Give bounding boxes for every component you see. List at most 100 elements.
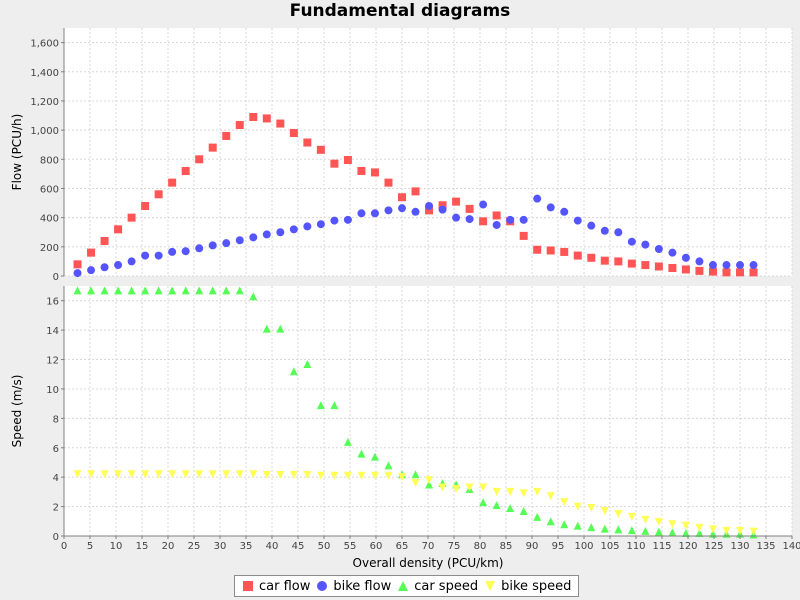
bike-speed-point: [222, 470, 231, 479]
car-speed-point: [235, 286, 244, 295]
car-flow-point: [695, 266, 704, 275]
bike-flow-point: [208, 241, 217, 250]
car-speed-point: [681, 529, 690, 538]
car-flow-point: [127, 213, 136, 222]
y-tick-label: 1,600: [30, 39, 59, 50]
car-flow-point: [519, 231, 528, 240]
x-tick-label: 20: [162, 541, 175, 552]
legend-item-bike-flow: bike flow: [316, 579, 391, 594]
plot-panel-2: 0 2 4 6 8 10 12 14 16 Speed (m/s): [10, 286, 793, 543]
bike-flow-point: [438, 205, 447, 214]
legend-label: bike speed: [501, 578, 572, 594]
bike-flow-point: [533, 194, 542, 203]
x-tick-label: 105: [600, 541, 619, 552]
bike-speed-point: [479, 483, 488, 492]
y-tick-label: 800: [40, 155, 59, 166]
bike-speed-point: [249, 470, 258, 479]
car-flow-point: [73, 260, 82, 269]
car-flow-point: [100, 236, 109, 245]
bike-flow-point: [546, 203, 555, 212]
bike-flow-point: [222, 239, 231, 248]
bike-speed-point: [546, 492, 555, 501]
bike-flow-point: [370, 209, 379, 218]
bike-speed-point: [425, 476, 434, 485]
y-tick-label: 14: [46, 326, 59, 337]
x-tick-label: 5: [87, 541, 93, 552]
car-flow-point: [87, 248, 96, 257]
bike-speed-point: [181, 470, 190, 479]
car-speed-point: [208, 286, 217, 295]
bike-speed-point: [114, 470, 123, 479]
legend-item-car-speed: car speed: [397, 579, 478, 594]
y-axis-title: Flow (PCU/h): [10, 114, 24, 191]
bike-speed-point: [560, 498, 569, 507]
car-speed-point: [154, 286, 163, 295]
bike-flow-point: [722, 261, 731, 270]
car-flow-point: [438, 201, 447, 210]
bike-flow-point: [114, 261, 123, 270]
bike-speed-point: [492, 487, 501, 496]
car-flow-point: [479, 217, 488, 226]
y-tick-label: 8: [53, 414, 59, 425]
bike-flow-point: [573, 216, 582, 225]
legend-symbol-circle: [317, 581, 328, 591]
y-tick-label: 16: [46, 297, 59, 308]
bike-speed-point: [519, 489, 528, 498]
car-flow-point: [654, 262, 663, 271]
bike-speed-point: [465, 483, 474, 492]
bike-flow-point: [316, 220, 325, 229]
car-flow-point: [600, 256, 609, 265]
x-tick-label: 0: [61, 541, 67, 552]
bike-speed-point: [573, 502, 582, 511]
x-tick-label: 130: [730, 541, 749, 552]
car-speed-point: [519, 507, 528, 515]
car-speed-point: [276, 324, 285, 333]
bike-speed-point: [722, 526, 731, 535]
bike-speed-point: [330, 471, 339, 480]
x-tick-label: 15: [136, 541, 149, 552]
car-speed-point: [668, 528, 677, 537]
bike-flow-point: [235, 236, 244, 245]
bike-flow-point: [708, 261, 717, 270]
car-flow-point: [722, 268, 731, 277]
car-flow-point: [303, 138, 312, 147]
car-flow-point: [222, 131, 231, 140]
bike-flow-point: [73, 269, 82, 278]
bike-speed-point: [208, 470, 217, 479]
x-tick-label: 120: [678, 541, 697, 552]
y-tick-label: 10: [46, 385, 59, 396]
plot-panel-1: 0 200 400 600 800 1,000 1,200 1,400 1,600 Flow (P…: [10, 28, 793, 283]
series-bike-speed: [73, 470, 758, 536]
car-flow-point: [357, 166, 366, 175]
car-speed-point: [141, 286, 150, 295]
y-tick-label: 12: [46, 356, 59, 367]
bike-flow-point: [695, 257, 704, 266]
car-flow-point: [114, 225, 123, 234]
car-speed-point: [425, 480, 434, 489]
bike-flow-point: [411, 207, 420, 216]
legend: car flow bike flow car speed bike speed: [234, 575, 580, 597]
bike-speed-point: [654, 518, 663, 527]
car-flow-point: [546, 246, 555, 255]
car-speed-point: [195, 286, 204, 295]
car-flow-point: [614, 257, 623, 266]
x-tick-label: 70: [422, 541, 435, 552]
car-speed-point: [479, 498, 488, 507]
bike-flow-point: [654, 245, 663, 254]
bike-flow-point: [668, 248, 677, 257]
bike-flow-point: [749, 261, 758, 270]
car-speed-point: [357, 449, 366, 458]
x-tick-label: 30: [214, 541, 227, 552]
bike-flow-point: [398, 204, 406, 213]
bike-speed-point: [195, 470, 204, 479]
y-tick-label: 1,400: [30, 68, 59, 79]
bike-speed-point: [141, 470, 150, 479]
car-flow-point: [425, 206, 434, 215]
bike-speed-point: [398, 473, 406, 482]
car-speed-point: [316, 401, 325, 410]
y-tick-label: 0: [53, 532, 59, 543]
bike-speed-point: [533, 487, 542, 496]
car-speed-point: [641, 526, 650, 535]
bike-speed-point: [695, 523, 704, 532]
bike-speed-point: [641, 515, 650, 524]
